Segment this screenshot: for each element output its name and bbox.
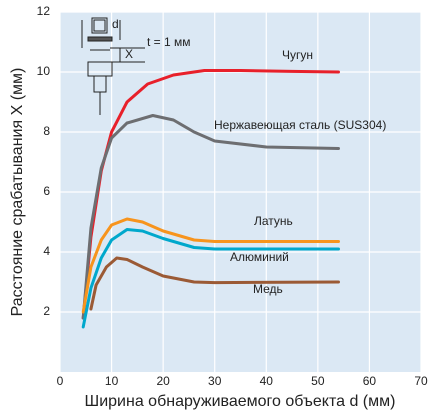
series-label: Нержавеющая сталь (SUS304) [214,118,386,132]
x-tick-label: 40 [260,374,274,388]
x-tick-label: 10 [105,374,119,388]
x-tick-label: 60 [363,374,377,388]
y-tick-label: 2 [43,304,50,318]
y-tick-label: 6 [43,184,50,198]
series-label: Алюминий [230,250,289,264]
x-tick-label: 50 [311,374,325,388]
diagram-label-t: t = 1 мм [147,35,191,49]
x-tick-label: 20 [156,374,170,388]
series-label: Чугун [282,48,313,62]
sensor-diagram [81,17,145,115]
series-line [81,217,340,314]
x-axis-title: Ширина обнаруживаемого объекта d (мм) [85,393,396,410]
x-tick-label: 70 [414,374,428,388]
series-line [89,256,340,311]
x-tick-label: 0 [57,374,64,388]
diagram-label-x: X [125,47,133,61]
series-label: Латунь [254,214,293,228]
series-line [81,228,340,329]
y-tick-label: 10 [37,64,51,78]
y-tick-label: 4 [43,244,50,258]
y-axis-title: Расстояние срабатывания X (мм) [9,68,26,317]
x-tick-label: 30 [208,374,222,388]
diagram-label-d: d [112,17,119,31]
y-tick-label: 8 [43,124,50,138]
y-tick-label: 12 [37,4,51,18]
series-line [81,114,340,320]
series-label: Медь [253,282,283,296]
